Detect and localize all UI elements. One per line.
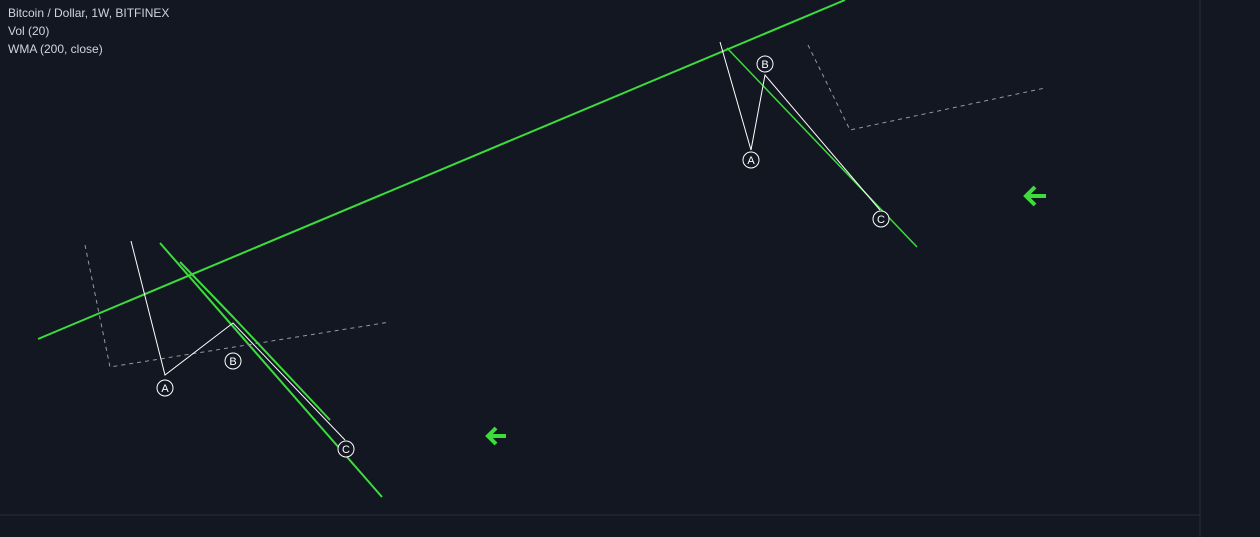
wave-marker (224, 352, 242, 370)
wave-label: A (747, 155, 755, 167)
trend-line (179, 261, 235, 319)
wave-label: C (342, 444, 350, 456)
wave-label: C (877, 214, 885, 226)
wave-marker (337, 440, 355, 458)
wave-line (719, 41, 881, 211)
trend-line (37, 0, 846, 340)
wave-marker (156, 379, 174, 397)
wave-label: B (761, 59, 768, 71)
wave-marker (872, 210, 890, 228)
forecast-line (84, 244, 391, 368)
indicator-label: Vol (20) (8, 24, 49, 38)
wave-marker (756, 55, 774, 73)
trend-line (233, 317, 331, 421)
wave-marker (742, 151, 760, 169)
forecast-line (807, 44, 1046, 131)
arrow (485, 426, 506, 446)
wave-label: B (229, 356, 236, 368)
drawings (37, 0, 1046, 498)
arrow (1023, 185, 1046, 207)
indicator-label: WMA (200, close) (8, 42, 103, 56)
chart-title: Bitcoin / Dollar, 1W, BITFINEX (8, 6, 169, 20)
wave-line (130, 240, 346, 441)
wave-labels: A B C A B C (156, 55, 890, 458)
wave-label: A (161, 383, 169, 395)
